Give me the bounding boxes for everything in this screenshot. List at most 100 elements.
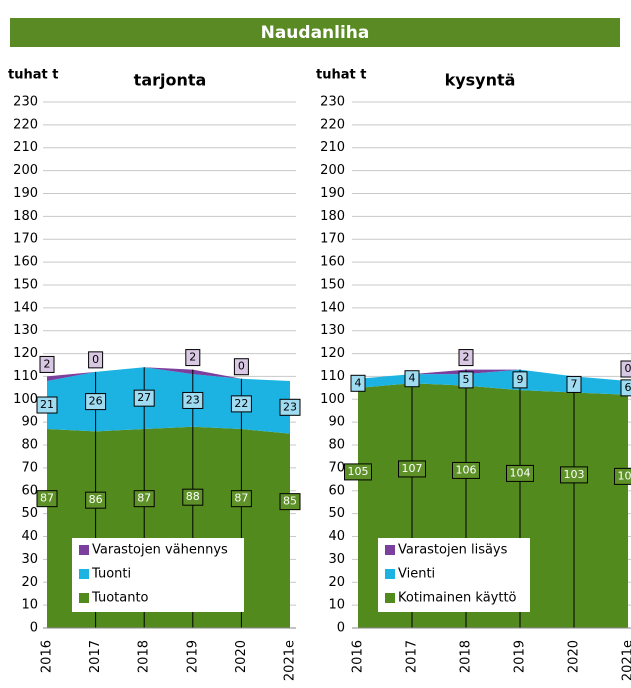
legend-swatch: [385, 593, 395, 603]
y-tick-label: 160: [320, 255, 345, 270]
legend-swatch: [79, 545, 89, 555]
y-tick-label: 70: [328, 460, 345, 475]
legend-box: [72, 538, 244, 612]
data-label-box: [458, 349, 474, 367]
data-label: 88: [182, 488, 204, 506]
data-label: 5: [458, 371, 474, 389]
legend-swatch: [385, 545, 395, 555]
data-label-text: 6: [625, 381, 631, 394]
data-label-text: 106: [456, 463, 477, 476]
data-label-box: [85, 393, 107, 411]
y-tick-label: 80: [328, 438, 345, 453]
y-tick-label: 50: [21, 506, 38, 521]
data-label: 4: [350, 374, 366, 392]
data-label: 0: [620, 360, 631, 378]
data-label-text: 87: [137, 492, 151, 505]
legend-box: [378, 538, 530, 612]
y-tick-label: 140: [320, 300, 345, 315]
data-label: 26: [85, 393, 107, 411]
data-label-box: [458, 371, 474, 389]
data-label-box: [398, 460, 426, 478]
y-tick-label: 80: [21, 438, 38, 453]
data-label-text: 0: [238, 360, 245, 373]
y-tick-label: 170: [320, 232, 345, 247]
data-label-box: [344, 463, 372, 481]
data-label-box: [620, 360, 631, 378]
data-label-box: [182, 488, 204, 506]
legend-swatch: [79, 569, 89, 579]
data-label-text: 27: [137, 391, 151, 404]
y-tick-label: 110: [13, 369, 38, 384]
data-label-box: [620, 379, 631, 397]
y-tick-label: 0: [337, 621, 345, 636]
legend-label: Varastojen lisäys: [398, 543, 508, 558]
y-tick-label: 30: [21, 552, 38, 567]
x-tick-label: 2020: [567, 640, 582, 673]
data-label: 103: [560, 466, 588, 484]
y-axis-label: tuhat t: [8, 68, 58, 83]
data-label-text: 2: [44, 357, 51, 370]
y-tick-label: 130: [13, 323, 38, 338]
x-tick-label: 2017: [405, 640, 420, 673]
data-label-text: 23: [186, 393, 200, 406]
x-tick-label: 2021e: [621, 640, 631, 681]
y-tick-label: 70: [21, 460, 38, 475]
y-tick-label: 220: [13, 117, 38, 132]
data-label: 9: [512, 371, 528, 389]
data-label: 104: [506, 464, 534, 482]
y-tick-label: 50: [328, 506, 345, 521]
data-label: 23: [182, 391, 204, 409]
data-label: 4: [404, 370, 420, 388]
y-tick-label: 130: [320, 323, 345, 338]
data-label-box: [133, 389, 155, 407]
y-tick-label: 230: [320, 95, 345, 110]
data-label-box: [39, 355, 55, 373]
data-label-box: [279, 398, 301, 416]
data-label: 87: [36, 490, 58, 508]
legend-label: Tuotanto: [91, 591, 149, 606]
y-axis-label: tuhat t: [316, 68, 366, 83]
legend-label: Varastojen vähennys: [92, 543, 228, 558]
data-label: 105: [344, 463, 372, 481]
y-tick-label: 100: [320, 392, 345, 407]
x-tick-label: 2019: [513, 640, 528, 673]
y-tick-label: 190: [13, 186, 38, 201]
data-label-box: [133, 490, 155, 508]
data-label-box: [230, 395, 252, 413]
data-label-box: [36, 490, 58, 508]
data-label-text: 86: [89, 493, 103, 506]
x-tick-label: 2020: [234, 640, 249, 673]
data-label-text: 104: [510, 466, 531, 479]
data-label-box: [88, 351, 104, 369]
y-tick-label: 120: [13, 346, 38, 361]
data-label-box: [182, 391, 204, 409]
data-label-box: [560, 466, 588, 484]
y-tick-label: 170: [13, 232, 38, 247]
y-tick-label: 90: [328, 415, 345, 430]
y-tick-label: 60: [328, 483, 345, 498]
data-label-box: [233, 358, 249, 376]
data-label-text: 0: [625, 362, 631, 375]
y-tick-label: 120: [320, 346, 345, 361]
data-label: 2: [39, 355, 55, 373]
y-tick-label: 40: [21, 529, 38, 544]
data-label: 87: [230, 490, 252, 508]
data-label-text: 4: [355, 376, 362, 389]
data-label: 106: [452, 461, 480, 479]
data-label-text: 88: [186, 490, 200, 503]
data-label-text: 4: [409, 372, 416, 385]
data-label-text: 21: [40, 398, 54, 411]
y-tick-label: 200: [320, 163, 345, 178]
x-tick-label: 2019: [185, 640, 200, 673]
area: [47, 367, 290, 434]
data-label-box: [230, 490, 252, 508]
y-tick-label: 40: [328, 529, 345, 544]
y-tick-label: 20: [21, 575, 38, 590]
data-label-box: [185, 349, 201, 367]
data-label-box: [350, 374, 366, 392]
data-label: 2: [185, 349, 201, 367]
y-tick-label: 20: [328, 575, 345, 590]
data-label: 22: [230, 395, 252, 413]
data-label-box: [566, 375, 582, 393]
